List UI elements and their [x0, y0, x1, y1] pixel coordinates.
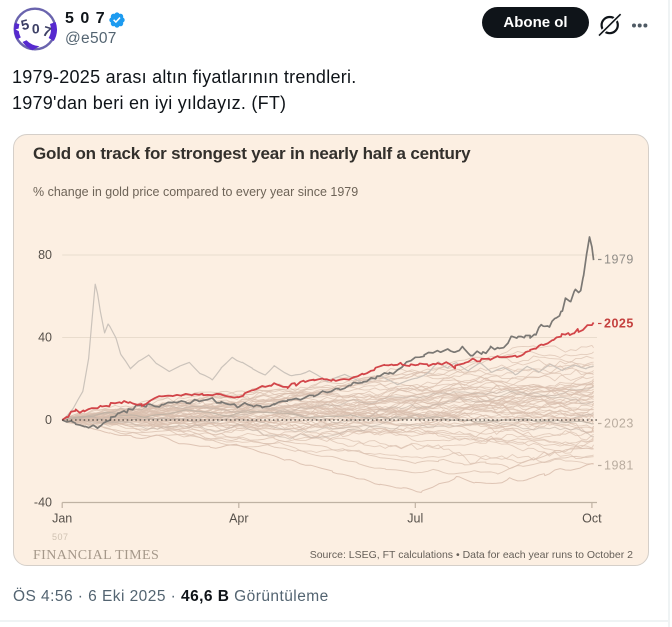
svg-text:Jan: Jan [52, 512, 72, 526]
svg-text:5: 5 [19, 15, 31, 33]
svg-text:80: 80 [38, 248, 52, 262]
svg-text:1981: 1981 [604, 459, 634, 473]
svg-text:Jul: Jul [407, 512, 423, 526]
svg-text:2023: 2023 [604, 417, 634, 431]
svg-text:Oct: Oct [582, 512, 602, 526]
svg-text:0: 0 [31, 20, 39, 36]
svg-text:1979: 1979 [604, 253, 634, 267]
svg-text:2025: 2025 [604, 317, 634, 331]
svg-text:Apr: Apr [229, 512, 248, 526]
svg-text:40: 40 [38, 331, 52, 345]
svg-text:-40: -40 [34, 496, 52, 510]
svg-text:0: 0 [45, 413, 52, 427]
